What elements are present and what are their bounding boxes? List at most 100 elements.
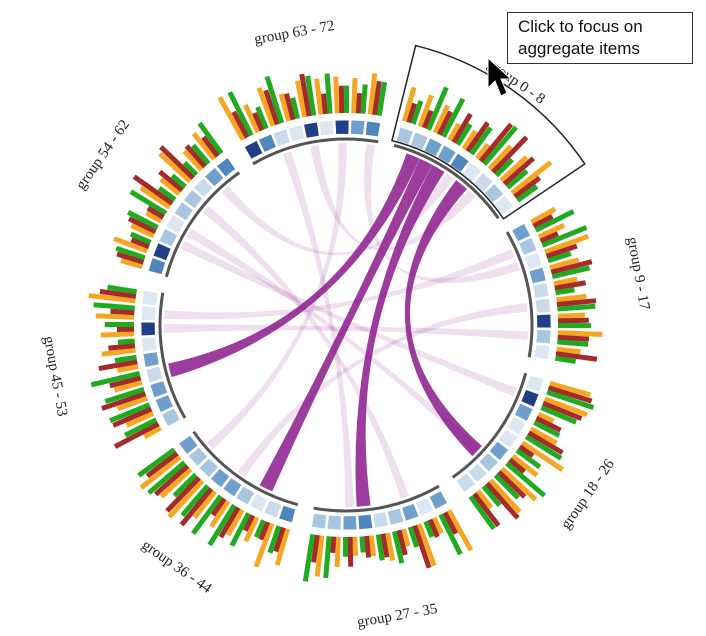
item-bar <box>532 214 554 229</box>
item-bar <box>253 522 275 568</box>
heat-cell <box>204 166 225 188</box>
heat-cell <box>437 144 457 165</box>
item-bar <box>557 334 590 342</box>
item-bar <box>410 100 424 125</box>
item-bar <box>109 402 151 424</box>
item-bar <box>267 525 282 554</box>
item-bar <box>554 355 576 364</box>
heat-cell <box>216 157 237 178</box>
item-bar <box>137 447 176 478</box>
heat-cell <box>142 351 160 368</box>
item-bar <box>263 89 280 126</box>
item-bar <box>380 533 390 558</box>
item-bar <box>355 93 362 114</box>
item-bar <box>553 276 578 287</box>
chord <box>164 324 528 341</box>
heat-cell <box>488 440 510 461</box>
group-label: group 45 - 53 <box>40 335 70 418</box>
item-bar <box>167 479 205 519</box>
heat-cell <box>187 446 209 467</box>
item-bar <box>416 523 437 567</box>
heat-cell <box>415 497 434 517</box>
heat-cell <box>198 457 219 478</box>
chord <box>259 158 433 492</box>
item-bar <box>491 135 529 174</box>
group-arc <box>393 143 500 220</box>
item-bar <box>283 93 296 121</box>
item-bar <box>481 484 502 508</box>
item-bar <box>179 487 214 527</box>
item-bar <box>451 112 473 144</box>
item-bar <box>184 144 207 169</box>
heat-cell <box>506 416 527 436</box>
group-label: group 54 - 62 <box>73 117 133 193</box>
item-bar <box>475 489 494 510</box>
heat-cell <box>365 120 381 138</box>
item-bar <box>544 233 590 255</box>
item-bar <box>513 175 542 199</box>
heat-cell <box>396 126 414 145</box>
item-bar <box>557 303 596 312</box>
item-bar <box>323 536 332 579</box>
item-bar <box>431 516 444 535</box>
chord <box>180 240 517 397</box>
heat-cell <box>483 183 505 204</box>
item-bar <box>218 506 241 539</box>
item-bar <box>427 518 440 538</box>
item-bar <box>546 389 595 411</box>
item-bar <box>243 103 261 134</box>
item-bar <box>499 155 529 183</box>
item-bar <box>529 426 558 446</box>
item-bar <box>191 494 223 536</box>
item-bar <box>557 330 603 337</box>
item-bar <box>113 236 149 254</box>
focus-sector-outline[interactable] <box>391 44 586 220</box>
item-bar <box>543 396 588 418</box>
item-bar <box>556 298 597 307</box>
item-bar <box>368 535 377 557</box>
item-bar <box>478 122 514 163</box>
heat-cell <box>154 394 174 413</box>
heat-cell <box>372 511 389 529</box>
heat-cell <box>533 344 551 360</box>
item-bar <box>210 497 227 517</box>
heat-cell <box>478 452 499 473</box>
item-bar <box>95 313 135 320</box>
item-bar <box>255 106 269 130</box>
item-bar <box>314 535 325 577</box>
heat-cell <box>263 499 282 519</box>
chord <box>364 144 520 284</box>
item-bar <box>438 513 463 556</box>
heat-cell <box>141 290 159 306</box>
item-bar <box>391 530 405 564</box>
item-bar <box>423 520 435 538</box>
heat-cell <box>235 485 255 506</box>
group-arc <box>192 430 299 507</box>
item-bar <box>129 231 152 245</box>
item-bar <box>101 391 147 411</box>
item-bar <box>231 110 250 139</box>
heat-cell <box>532 282 550 299</box>
item-bar <box>530 206 557 225</box>
heat-cell <box>350 119 366 136</box>
item-bar <box>510 160 553 196</box>
item-bar <box>554 280 587 291</box>
item-bar <box>182 149 204 172</box>
item-bar <box>518 444 535 458</box>
heat-cell <box>518 237 538 256</box>
item-bar <box>542 400 583 421</box>
item-bar <box>104 386 145 404</box>
item-bar <box>305 75 317 116</box>
item-bar <box>497 470 527 499</box>
item-bar <box>209 499 231 528</box>
item-bar <box>159 177 181 196</box>
item-bar <box>485 481 520 520</box>
item-bar <box>254 519 266 539</box>
item-bar <box>500 466 538 502</box>
group-arc <box>164 171 241 278</box>
mouse-cursor-icon <box>487 56 513 97</box>
heat-cell-ring <box>140 119 552 531</box>
item-bar <box>129 189 168 216</box>
focus-tooltip: Click to focus on aggregate items <box>507 12 693 64</box>
heat-cell <box>311 512 327 530</box>
